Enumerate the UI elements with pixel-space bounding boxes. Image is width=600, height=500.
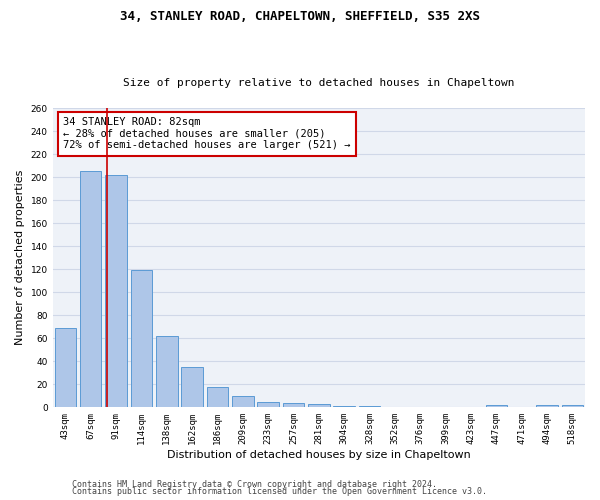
Bar xyxy=(181,367,203,408)
Bar xyxy=(55,328,76,407)
Bar xyxy=(308,404,329,407)
Bar xyxy=(485,405,507,407)
Bar xyxy=(562,405,583,407)
Title: Size of property relative to detached houses in Chapeltown: Size of property relative to detached ho… xyxy=(123,78,515,88)
Bar xyxy=(257,402,279,407)
Text: 34 STANLEY ROAD: 82sqm
← 28% of detached houses are smaller (205)
72% of semi-de: 34 STANLEY ROAD: 82sqm ← 28% of detached… xyxy=(64,117,351,150)
Bar xyxy=(131,270,152,407)
Bar xyxy=(283,402,304,407)
Bar xyxy=(536,405,558,407)
Text: 34, STANLEY ROAD, CHAPELTOWN, SHEFFIELD, S35 2XS: 34, STANLEY ROAD, CHAPELTOWN, SHEFFIELD,… xyxy=(120,10,480,23)
Y-axis label: Number of detached properties: Number of detached properties xyxy=(15,170,25,346)
Bar xyxy=(334,406,355,407)
Text: Contains HM Land Registry data © Crown copyright and database right 2024.: Contains HM Land Registry data © Crown c… xyxy=(72,480,437,489)
X-axis label: Distribution of detached houses by size in Chapeltown: Distribution of detached houses by size … xyxy=(167,450,471,460)
Bar xyxy=(206,386,228,407)
Bar xyxy=(105,175,127,408)
Text: Contains public sector information licensed under the Open Government Licence v3: Contains public sector information licen… xyxy=(72,487,487,496)
Bar xyxy=(232,396,254,407)
Bar xyxy=(359,406,380,407)
Bar xyxy=(80,172,101,408)
Bar xyxy=(156,336,178,407)
